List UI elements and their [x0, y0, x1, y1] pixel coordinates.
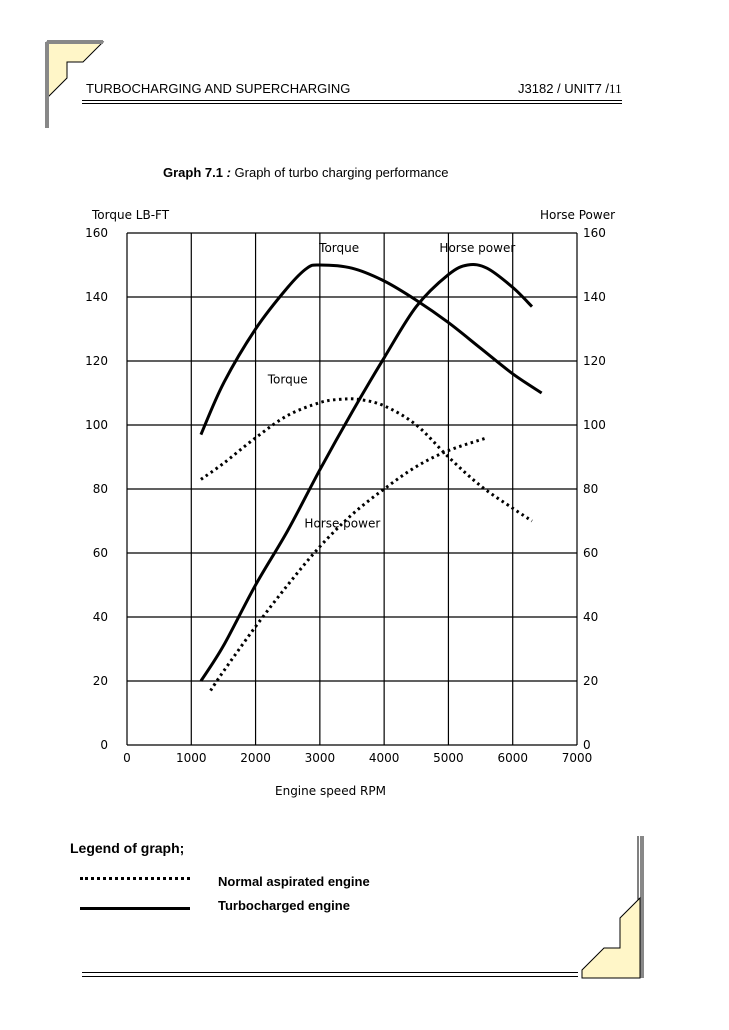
y-axis-right-label: Horse Power [540, 208, 615, 222]
legend-label-normal: Normal aspirated engine [218, 874, 370, 889]
y-tick-label-left: 60 [93, 546, 108, 560]
legend-swatch-solid [80, 907, 190, 910]
corner-ornament-top-left [45, 40, 105, 128]
x-tick-label: 2000 [240, 751, 271, 765]
header-page-number: 11 [609, 81, 622, 96]
x-axis-label: Engine speed RPM [275, 784, 386, 798]
caption-separator: : [222, 165, 235, 180]
chart-labels: Torque LB-FT Horse Power Engine speed RP… [91, 208, 615, 798]
chart-curves [199, 263, 543, 692]
y-tick-label-left: 80 [93, 482, 108, 496]
annotation-turbo-torque: Torque [318, 241, 359, 255]
series-line-solid-horse-power [199, 263, 534, 682]
graph-caption: Graph 7.1 : Graph of turbo charging perf… [163, 165, 448, 180]
corner-ornament-bottom-right [581, 836, 644, 979]
y-tick-label-right: 0 [583, 738, 591, 752]
x-tick-label: 4000 [369, 751, 400, 765]
x-tick-label: 7000 [562, 751, 593, 765]
y-tick-label-left: 40 [93, 610, 108, 624]
header-page-ref: J3182 / UNIT7 /11 [518, 81, 622, 97]
series-line-dotted-horse-power [209, 436, 488, 692]
header-title: TURBOCHARGING AND SUPERCHARGING [86, 81, 351, 96]
legend-title: Legend of graph; [70, 840, 185, 856]
y-tick-label-left: 160 [85, 226, 108, 240]
caption-text: Graph of turbo charging performance [234, 165, 449, 180]
y-tick-label-left: 100 [85, 418, 108, 432]
x-tick-label: 6000 [497, 751, 528, 765]
y-tick-label-right: 140 [583, 290, 606, 304]
x-tick-label: 3000 [305, 751, 336, 765]
footer-rule [82, 972, 578, 973]
annotation-turbo-horse-power: Horse power [439, 241, 515, 255]
y-tick-label-left: 0 [100, 738, 108, 752]
y-axis-left-label: Torque LB-FT [91, 208, 170, 222]
header-rule [82, 100, 622, 101]
y-tick-label-right: 40 [583, 610, 598, 624]
legend-label-turbo: Turbocharged engine [218, 898, 350, 913]
y-tick-label-left: 140 [85, 290, 108, 304]
annotation-normal-torque: Torque [267, 372, 308, 386]
x-tick-label: 0 [123, 751, 131, 765]
y-tick-label-right: 20 [583, 674, 598, 688]
header-rule-double [82, 103, 622, 104]
chart-grid [126, 232, 578, 746]
series-line-dotted-torque [200, 397, 533, 523]
series-line-solid-torque [199, 263, 543, 436]
y-tick-label-right: 80 [583, 482, 598, 496]
header-page-ref-text: J3182 / UNIT7 / [518, 81, 610, 96]
annotation-normal-horse-power: Horse power [304, 516, 380, 530]
y-tick-label-right: 60 [583, 546, 598, 560]
legend-swatch-dotted [80, 877, 190, 880]
x-tick-label: 1000 [176, 751, 207, 765]
y-tick-label-right: 120 [583, 354, 606, 368]
y-tick-label-left: 120 [85, 354, 108, 368]
y-tick-label-right: 160 [583, 226, 606, 240]
footer-rule-double [82, 976, 578, 977]
y-tick-label-left: 20 [93, 674, 108, 688]
x-tick-label: 5000 [433, 751, 464, 765]
y-tick-label-right: 100 [583, 418, 606, 432]
caption-label: Graph 7.1 [163, 165, 223, 180]
